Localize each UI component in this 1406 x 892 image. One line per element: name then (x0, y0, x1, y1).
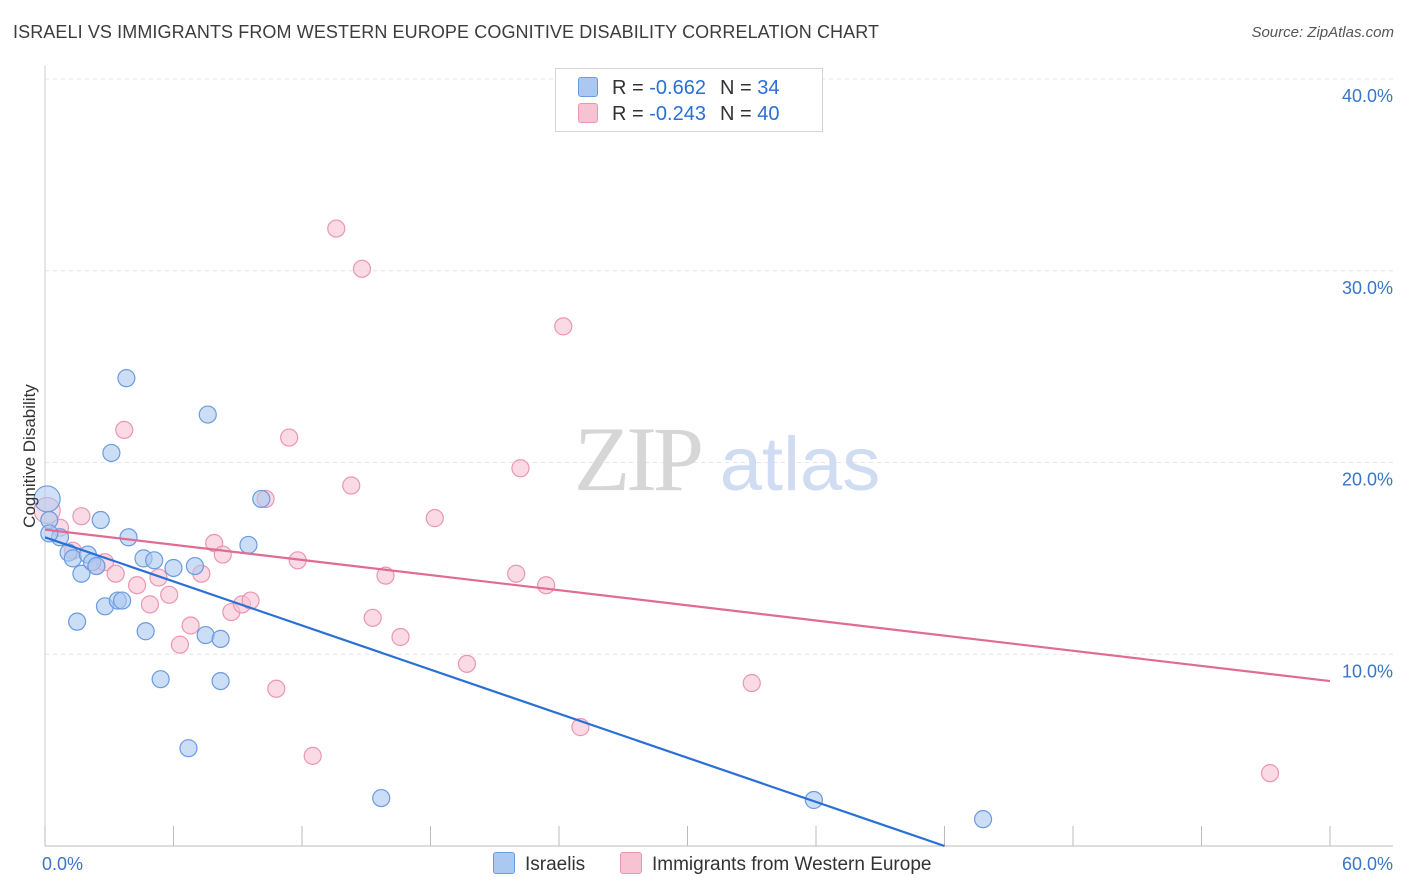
stats-legend: R = -0.662 N = 34 R = -0.243 N = 40 (555, 68, 823, 132)
western-europe-point (327, 219, 346, 238)
israelis-point (145, 551, 164, 570)
israelis-point (112, 591, 132, 610)
israelis-point (164, 558, 183, 578)
western-europe-point (507, 564, 526, 583)
western-europe-point (537, 576, 556, 595)
western-europe-point (376, 566, 395, 585)
israelis-point (198, 405, 217, 424)
y-tick-label: 40.0% (1342, 86, 1393, 106)
israelis-point (87, 556, 106, 576)
western-europe-point (391, 627, 410, 647)
western-europe-point (554, 317, 573, 336)
western-europe-point (267, 679, 286, 698)
western-europe-point (511, 459, 530, 478)
stats-row-israelis: R = -0.662 N = 34 (578, 77, 779, 99)
western-europe-point (149, 568, 168, 587)
israelis-point (185, 556, 205, 576)
israelis-point (372, 788, 391, 808)
western-europe-point (181, 616, 200, 635)
western-europe-point (115, 420, 134, 440)
x-tick-labels: 0.0% 60.0% (42, 854, 1393, 874)
chart-title: ISRAELI VS IMMIGRANTS FROM WESTERN EUROP… (13, 22, 880, 42)
legend-label-israelis: Israelis (525, 854, 586, 875)
israelis-point (63, 549, 82, 568)
y-tick-label: 30.0% (1342, 278, 1393, 298)
israelis-point (119, 528, 138, 547)
r-value: -0.243 (649, 103, 706, 125)
y-tick-label: 10.0% (1342, 661, 1393, 681)
western-europe-point (352, 259, 372, 278)
israelis-point (117, 369, 136, 388)
israelis-point (179, 739, 198, 758)
trend-line-israelis (44, 536, 945, 848)
israelis-legend-swatch (493, 852, 515, 874)
israelis-point (68, 612, 87, 631)
watermark-zip: ZIP (574, 408, 701, 510)
western-europe-point (127, 576, 147, 595)
legend-label-western-europe: Immigrants from Western Europe (652, 854, 932, 875)
series-legend: Israelis Immigrants from Western Europe (0, 850, 1406, 880)
legend-item-israelis[interactable]: Israelis (493, 852, 585, 876)
israelis-point (91, 510, 110, 530)
western-europe-point (342, 476, 361, 495)
r-label: R = (612, 103, 650, 125)
western-europe-point (140, 595, 160, 614)
israelis-point (72, 564, 91, 583)
israelis-point (211, 629, 230, 649)
western-europe-point (1260, 764, 1280, 783)
western-europe-point (241, 591, 260, 610)
axes (44, 66, 1393, 847)
israelis-point (136, 622, 155, 641)
western-europe-point (280, 428, 299, 447)
watermark: ZIP atlas (574, 408, 880, 510)
n-value: 40 (757, 103, 780, 125)
western-europe-point (170, 635, 190, 654)
x-tick-label-min: 0.0% (42, 854, 83, 874)
western-europe-point (106, 564, 125, 583)
y-tick-labels: 10.0% 20.0% 30.0% 40.0% (1342, 86, 1393, 681)
y-tick-label: 20.0% (1342, 470, 1393, 490)
n-label: N = (719, 77, 758, 99)
watermark-atlas: atlas (720, 422, 881, 507)
western-europe-point (213, 545, 232, 564)
legend-item-western-europe[interactable]: Immigrants from Western Europe (620, 852, 931, 876)
trend-line-western-europe (44, 528, 1331, 683)
israelis-point (252, 489, 271, 509)
series-israelis-points (33, 369, 993, 829)
israelis-point (196, 625, 215, 645)
israelis-point (239, 535, 258, 555)
western-europe-point (160, 585, 179, 604)
n-value: 34 (757, 77, 780, 99)
western-europe-swatch (578, 103, 598, 123)
western-europe-point (742, 673, 761, 693)
source-label: Source: ZipAtlas.com (1251, 24, 1394, 41)
israelis-point (804, 790, 823, 810)
israelis-point (151, 670, 170, 689)
western-europe-point (425, 509, 444, 528)
r-value: -0.662 (649, 77, 706, 99)
israelis-point (973, 810, 993, 829)
israelis-swatch (578, 77, 598, 97)
western-europe-point (363, 608, 382, 627)
y-axis-label: Cognitive Disability (20, 384, 39, 528)
gridlines (45, 78, 1393, 655)
western-europe-point (457, 654, 477, 673)
western-europe-legend-swatch (620, 852, 642, 874)
r-label: R = (612, 77, 650, 99)
israelis-point (211, 671, 230, 691)
western-europe-point (303, 746, 322, 765)
n-label: N = (719, 103, 758, 125)
trend-lines (44, 528, 1331, 848)
western-europe-point (72, 507, 91, 526)
x-tick-label-max: 60.0% (1342, 854, 1393, 874)
stats-row-western-europe: R = -0.243 N = 40 (578, 103, 779, 125)
israelis-point (102, 443, 121, 463)
